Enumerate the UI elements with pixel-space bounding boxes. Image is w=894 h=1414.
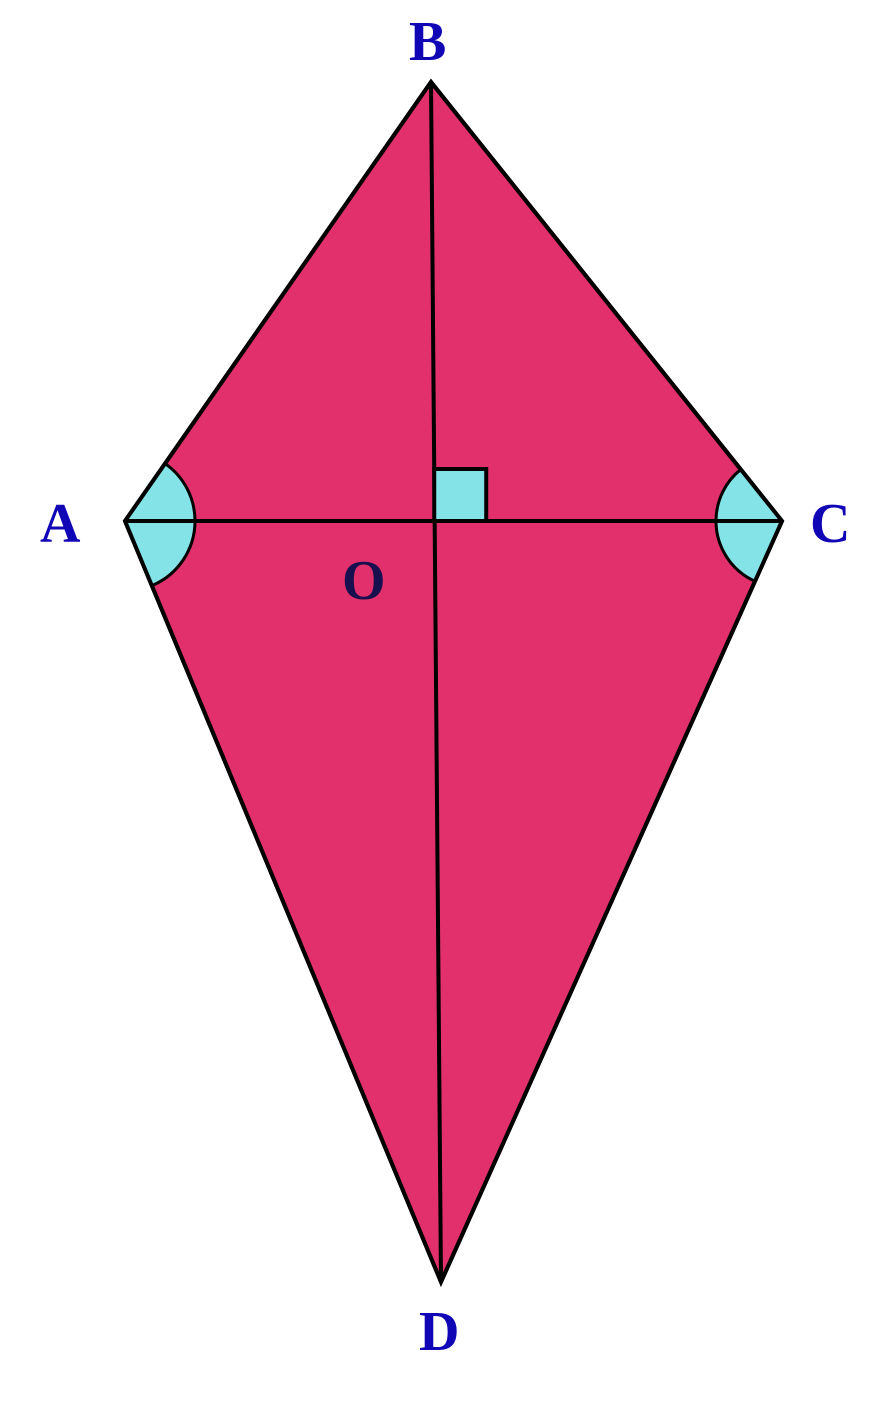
label-A: A (40, 493, 81, 555)
kite-quadrilateral (125, 82, 782, 1282)
right-angle-marker (434, 469, 486, 521)
label-C: C (810, 493, 850, 555)
label-O: O (342, 550, 386, 612)
label-D: D (419, 1301, 459, 1363)
kite-diagram: A B C D O (0, 0, 894, 1414)
label-B: B (409, 11, 446, 73)
